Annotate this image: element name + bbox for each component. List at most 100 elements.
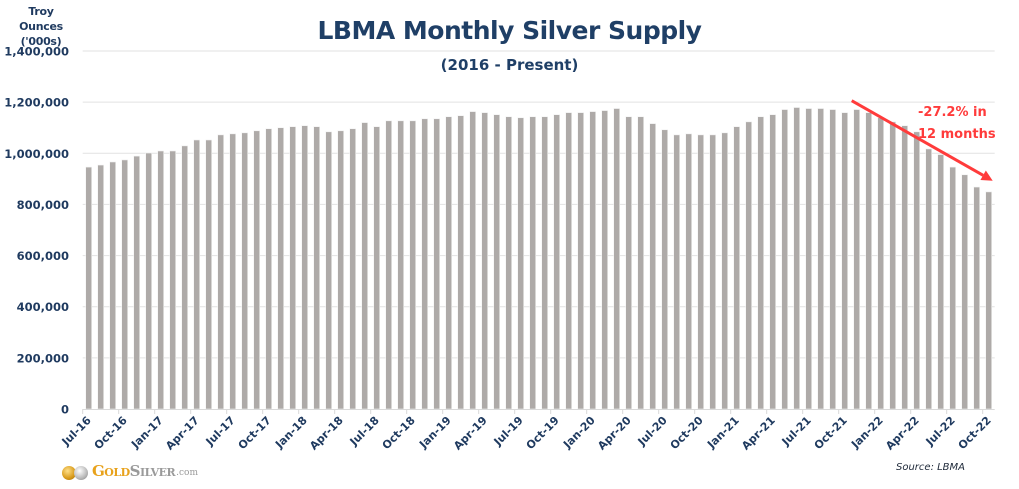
bar-Jul-22 xyxy=(949,166,957,410)
gold-coin-icon xyxy=(62,466,76,480)
bar-Jul-17 xyxy=(229,133,236,410)
bar-Aug-19 xyxy=(529,116,537,410)
x-tick-label: Oct-20 xyxy=(668,414,706,452)
bar-Mar-21 xyxy=(757,116,765,410)
bar-Feb-20 xyxy=(601,110,609,410)
bar-Jun-22 xyxy=(937,154,945,410)
bar-Dec-18 xyxy=(433,118,441,410)
bar-Jun-19 xyxy=(505,116,513,410)
bar-Feb-19 xyxy=(457,115,465,410)
bar-Sep-19 xyxy=(541,116,549,410)
bar-Jan-20 xyxy=(589,111,597,410)
x-tick-label: Jan-20 xyxy=(560,414,598,452)
bar-Sep-17 xyxy=(253,130,260,410)
bar-Jul-21 xyxy=(805,108,813,410)
bar-Mar-20 xyxy=(613,108,621,410)
bar-Sep-18 xyxy=(397,120,405,410)
y-tick-label: 1,000,000 xyxy=(4,147,69,161)
x-tick-label: Jul-18 xyxy=(347,414,382,449)
x-axis xyxy=(82,409,995,414)
bar-Nov-16 xyxy=(133,155,140,410)
x-tick-label: Oct-18 xyxy=(380,414,418,452)
bar-Jul-18 xyxy=(373,126,381,410)
x-tick-label: Apr-18 xyxy=(307,414,346,453)
bar-Jun-20 xyxy=(649,123,657,410)
silver-coin-icon xyxy=(74,466,88,480)
bar-Oct-17 xyxy=(265,128,273,410)
x-tick-label: Apr-20 xyxy=(595,414,634,453)
x-tick-label: Jan-19 xyxy=(416,414,454,452)
logo-suffix: .com xyxy=(176,468,198,478)
y-tick-label: 600,000 xyxy=(17,249,69,263)
bar-May-21 xyxy=(781,109,789,410)
bar-May-20 xyxy=(637,116,645,410)
bar-Oct-18 xyxy=(409,120,417,410)
bar-Jan-17 xyxy=(157,150,164,410)
x-tick-label: Jul-22 xyxy=(923,414,958,449)
decline-annotation: -27.2% in 12 months xyxy=(918,102,996,146)
goldsilver-logo: Gold Silver .com xyxy=(62,460,198,480)
bar-Apr-22 xyxy=(913,131,921,410)
x-tick-label: Apr-19 xyxy=(451,414,490,453)
bar-Apr-18 xyxy=(337,130,345,410)
x-tick-label: Jan-22 xyxy=(848,414,886,452)
bar-Sep-22 xyxy=(973,186,981,410)
bar-Aug-16 xyxy=(97,164,104,410)
bar-Apr-17 xyxy=(193,139,200,410)
bar-Aug-21 xyxy=(817,108,825,410)
bar-Mar-19 xyxy=(469,111,477,410)
bar-Jan-22 xyxy=(877,117,885,410)
bar-May-19 xyxy=(493,114,501,410)
arrow-head xyxy=(980,170,993,181)
source-note: Source: LBMA xyxy=(896,462,966,473)
x-tick-label: Oct-21 xyxy=(812,414,850,452)
x-tick-label: Jan-18 xyxy=(272,414,310,452)
bar-Dec-19 xyxy=(577,112,585,410)
bar-Sep-21 xyxy=(829,109,837,410)
bar-Jun-21 xyxy=(793,107,801,410)
bar-Dec-21 xyxy=(865,112,873,410)
bar-Aug-17 xyxy=(241,132,248,410)
annotation-line-2: 12 months xyxy=(918,127,996,142)
bar-Dec-20 xyxy=(721,132,729,410)
chart-title: LBMA Monthly Silver Supply xyxy=(317,16,702,45)
y-tick-label: 1,400,000 xyxy=(4,45,69,59)
x-tick-label: Jan-17 xyxy=(128,414,166,452)
x-tick-label: Jan-21 xyxy=(704,414,742,452)
bar-Jun-18 xyxy=(361,122,369,410)
logo-silver-text: Silver xyxy=(129,462,176,480)
bar-Aug-18 xyxy=(385,120,393,410)
bar-Jul-16 xyxy=(85,166,92,410)
bar-Apr-20 xyxy=(625,116,633,410)
bar-May-18 xyxy=(349,128,357,410)
x-tick-label: Oct-16 xyxy=(92,414,130,452)
x-tick-label: Oct-19 xyxy=(524,414,562,452)
y-axis-title: Troy Ounces ('000s) xyxy=(8,4,74,49)
x-tick-label: Oct-22 xyxy=(956,414,994,452)
bar-Nov-19 xyxy=(565,112,573,410)
bar-Dec-16 xyxy=(145,152,152,410)
bar-Feb-17 xyxy=(169,150,176,410)
bar-Nov-17 xyxy=(277,127,285,410)
bar-Oct-20 xyxy=(697,134,705,410)
bar-May-17 xyxy=(205,139,212,410)
bar-Jul-19 xyxy=(517,117,525,410)
arrow-shaft xyxy=(850,99,984,177)
bar-Sep-20 xyxy=(685,133,693,410)
bar-Oct-19 xyxy=(553,114,561,410)
y-tick-label: 400,000 xyxy=(17,300,69,314)
bar-Aug-20 xyxy=(673,134,681,410)
bar-Mar-22 xyxy=(901,125,909,410)
bar-Nov-21 xyxy=(853,109,861,410)
x-tick-label: Jul-20 xyxy=(635,414,670,449)
bar-Nov-20 xyxy=(709,134,717,410)
bar-Jan-21 xyxy=(733,126,741,410)
x-tick-label: Apr-17 xyxy=(163,414,202,453)
x-tick-label: Jul-16 xyxy=(59,414,94,449)
bar-Mar-18 xyxy=(325,131,333,410)
bar-Jun-17 xyxy=(217,134,224,410)
x-tick-label: Jul-21 xyxy=(779,414,814,449)
x-tick-label: Jul-19 xyxy=(491,414,526,449)
